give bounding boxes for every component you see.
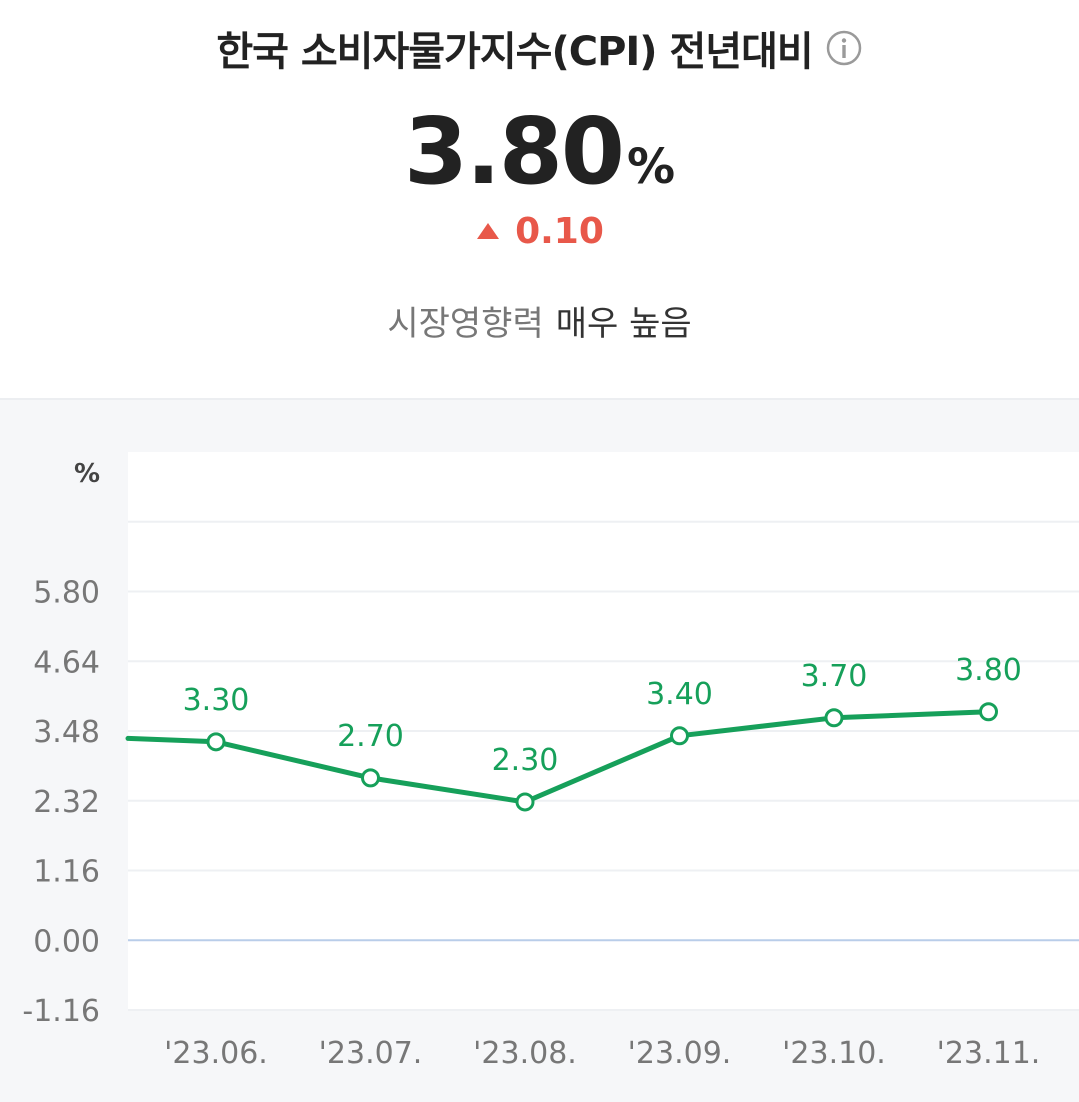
- y-tick-label: 4.64: [33, 645, 100, 680]
- market-impact-label: 시장영향력: [387, 303, 544, 344]
- market-impact-value: 매우 높음: [555, 303, 692, 344]
- data-point[interactable]: [979, 702, 998, 722]
- y-tick-label: 0.00: [33, 924, 100, 959]
- market-impact: 시장영향력 매우 높음: [0, 292, 1079, 348]
- data-label: 3.70: [801, 659, 868, 694]
- data-label: 2.70: [337, 719, 404, 754]
- data-point[interactable]: [824, 708, 844, 728]
- x-tick-label: '23.10.: [782, 1036, 886, 1071]
- x-tick-label: '23.11.: [937, 1036, 1041, 1071]
- chart-area: % 5.80 4.64 3.48 2.32 1.16 0.00 -1.16 '23.06. '23…: [0, 398, 1079, 1102]
- x-tick-label: '23.07.: [319, 1036, 423, 1071]
- data-label: 3.30: [183, 683, 250, 718]
- x-tick-label: '23.06.: [164, 1036, 268, 1071]
- x-tick-label: '23.08.: [473, 1036, 577, 1071]
- current-value-unit: %: [626, 139, 676, 195]
- x-tick-label: '23.09.: [628, 1036, 732, 1071]
- title-row: 한국 소비자물가지수(CPI) 전년대비: [0, 18, 1079, 78]
- triangle-up-icon: [475, 221, 501, 241]
- y-tick-label: 2.32: [33, 785, 100, 820]
- data-label: 3.80: [955, 653, 1022, 688]
- current-value-number: 3.80: [403, 98, 625, 205]
- data-label: 3.40: [646, 677, 713, 712]
- y-tick-label: 1.16: [33, 855, 100, 890]
- change-value: 0.10: [515, 210, 604, 252]
- info-icon[interactable]: [825, 29, 863, 67]
- indicator-header: 한국 소비자물가지수(CPI) 전년대비 3.80 % 0.10 시장영향력 매…: [0, 0, 1079, 398]
- data-point[interactable]: [515, 792, 535, 812]
- data-point[interactable]: [361, 768, 380, 788]
- y-axis-unit-label: %: [74, 459, 100, 489]
- data-label: 2.30: [492, 743, 559, 778]
- indicator-title: 한국 소비자물가지수(CPI) 전년대비: [216, 29, 813, 75]
- data-point[interactable]: [670, 726, 689, 746]
- current-value: 3.80 %: [0, 98, 1079, 208]
- change-indicator: 0.10: [0, 206, 1079, 256]
- y-tick-label: -1.16: [22, 994, 100, 1029]
- y-tick-label: 5.80: [33, 576, 100, 611]
- data-point[interactable]: [206, 732, 226, 752]
- line-chart: % 5.80 4.64 3.48 2.32 1.16 0.00 -1.16 '23.06. '23…: [22, 452, 1079, 1071]
- y-tick-label: 3.48: [33, 715, 100, 750]
